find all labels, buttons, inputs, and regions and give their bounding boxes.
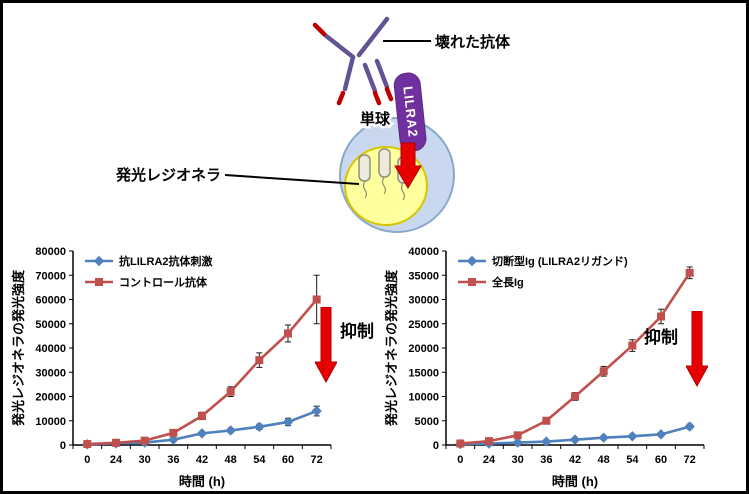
suppression-arrow-icon [315, 307, 337, 383]
svg-text:20000: 20000 [408, 343, 439, 355]
svg-text:全長Ig: 全長Ig [491, 275, 524, 289]
svg-text:10000: 10000 [35, 416, 66, 428]
svg-text:70000: 70000 [35, 270, 66, 282]
svg-text:0: 0 [433, 440, 439, 452]
svg-text:42: 42 [196, 454, 208, 466]
x-axis-title: 時間 (h) [179, 474, 225, 489]
svg-text:コントロール抗体: コントロール抗体 [119, 275, 208, 289]
svg-text:0: 0 [84, 454, 90, 466]
svg-text:54: 54 [626, 454, 639, 466]
svg-text:36: 36 [540, 454, 552, 466]
svg-text:24: 24 [110, 454, 123, 466]
suppression-label: 抑制 [644, 328, 678, 347]
svg-text:54: 54 [253, 454, 266, 466]
svg-text:抗LILRA2抗体刺激: 抗LILRA2抗体刺激 [119, 254, 213, 268]
legionella-pointer-line [224, 174, 360, 185]
svg-text:72: 72 [311, 454, 323, 466]
broken-antibody-label: 壊れた抗体 [435, 33, 511, 51]
svg-text:30: 30 [139, 454, 151, 466]
svg-text:50000: 50000 [35, 319, 66, 331]
right-chart-panel: 0 5000 10000 15000 20000 25000 30000 35000 40000… [380, 241, 746, 491]
svg-text:42: 42 [569, 454, 581, 466]
monocyte-label: 単球 [360, 110, 391, 128]
series-1 [456, 266, 694, 448]
svg-text:40000: 40000 [35, 343, 66, 355]
series-1 [83, 274, 321, 449]
svg-text:60000: 60000 [35, 295, 66, 307]
lilra2-label: LILRA2 [400, 86, 420, 139]
svg-text:10000: 10000 [408, 392, 439, 404]
broken-antibody-icon [312, 16, 394, 106]
svg-text:60: 60 [282, 454, 294, 466]
receptor-arrow-icon [394, 142, 422, 189]
svg-text:15000: 15000 [408, 367, 439, 379]
left-chart-panel: 0 10000 20000 30000 40000 50000 60000 70000 8000… [7, 241, 375, 491]
svg-text:30: 30 [512, 454, 524, 466]
mechanism-diagram: 壊れた抗体 LILRA2 単球 発光レジオネラ [115, 16, 511, 233]
svg-text:48: 48 [225, 454, 237, 466]
svg-text:48: 48 [598, 454, 610, 466]
suppression-arrow-icon [686, 311, 708, 387]
x-axis-title: 時間 (h) [552, 474, 598, 489]
y-axis-title: 発光レジオネラの発光強度 [384, 269, 399, 427]
left-chart: 0 10000 20000 30000 40000 50000 60000 70000 8000… [11, 246, 332, 489]
svg-text:40000: 40000 [408, 246, 439, 258]
svg-text:0: 0 [60, 440, 66, 452]
svg-text:0: 0 [457, 454, 463, 466]
suppression-label: 抑制 [340, 322, 374, 341]
svg-text:5000: 5000 [415, 416, 439, 428]
axes: 0 10000 20000 30000 40000 50000 60000 70000 8000… [35, 246, 332, 466]
legend: 切断型Ig (LILRA2リガンド) 全長Ig [458, 254, 628, 289]
svg-text:25000: 25000 [408, 319, 439, 331]
svg-text:36: 36 [167, 454, 179, 466]
svg-text:72: 72 [684, 454, 696, 466]
svg-text:30000: 30000 [35, 367, 66, 379]
axes: 0 5000 10000 15000 20000 25000 30000 35000 40000… [408, 246, 705, 466]
svg-text:80000: 80000 [35, 246, 66, 258]
svg-text:20000: 20000 [35, 392, 66, 404]
y-axis-title: 発光レジオネラの発光強度 [11, 269, 26, 427]
svg-text:60: 60 [655, 454, 667, 466]
svg-text:24: 24 [483, 454, 496, 466]
svg-text:30000: 30000 [408, 295, 439, 307]
svg-text:35000: 35000 [408, 270, 439, 282]
right-chart: 0 5000 10000 15000 20000 25000 30000 35000 40000… [384, 246, 705, 489]
svg-text:切断型Ig (LILRA2リガンド): 切断型Ig (LILRA2リガンド) [492, 254, 628, 268]
legionella-label: 発光レジオネラ [115, 166, 221, 184]
